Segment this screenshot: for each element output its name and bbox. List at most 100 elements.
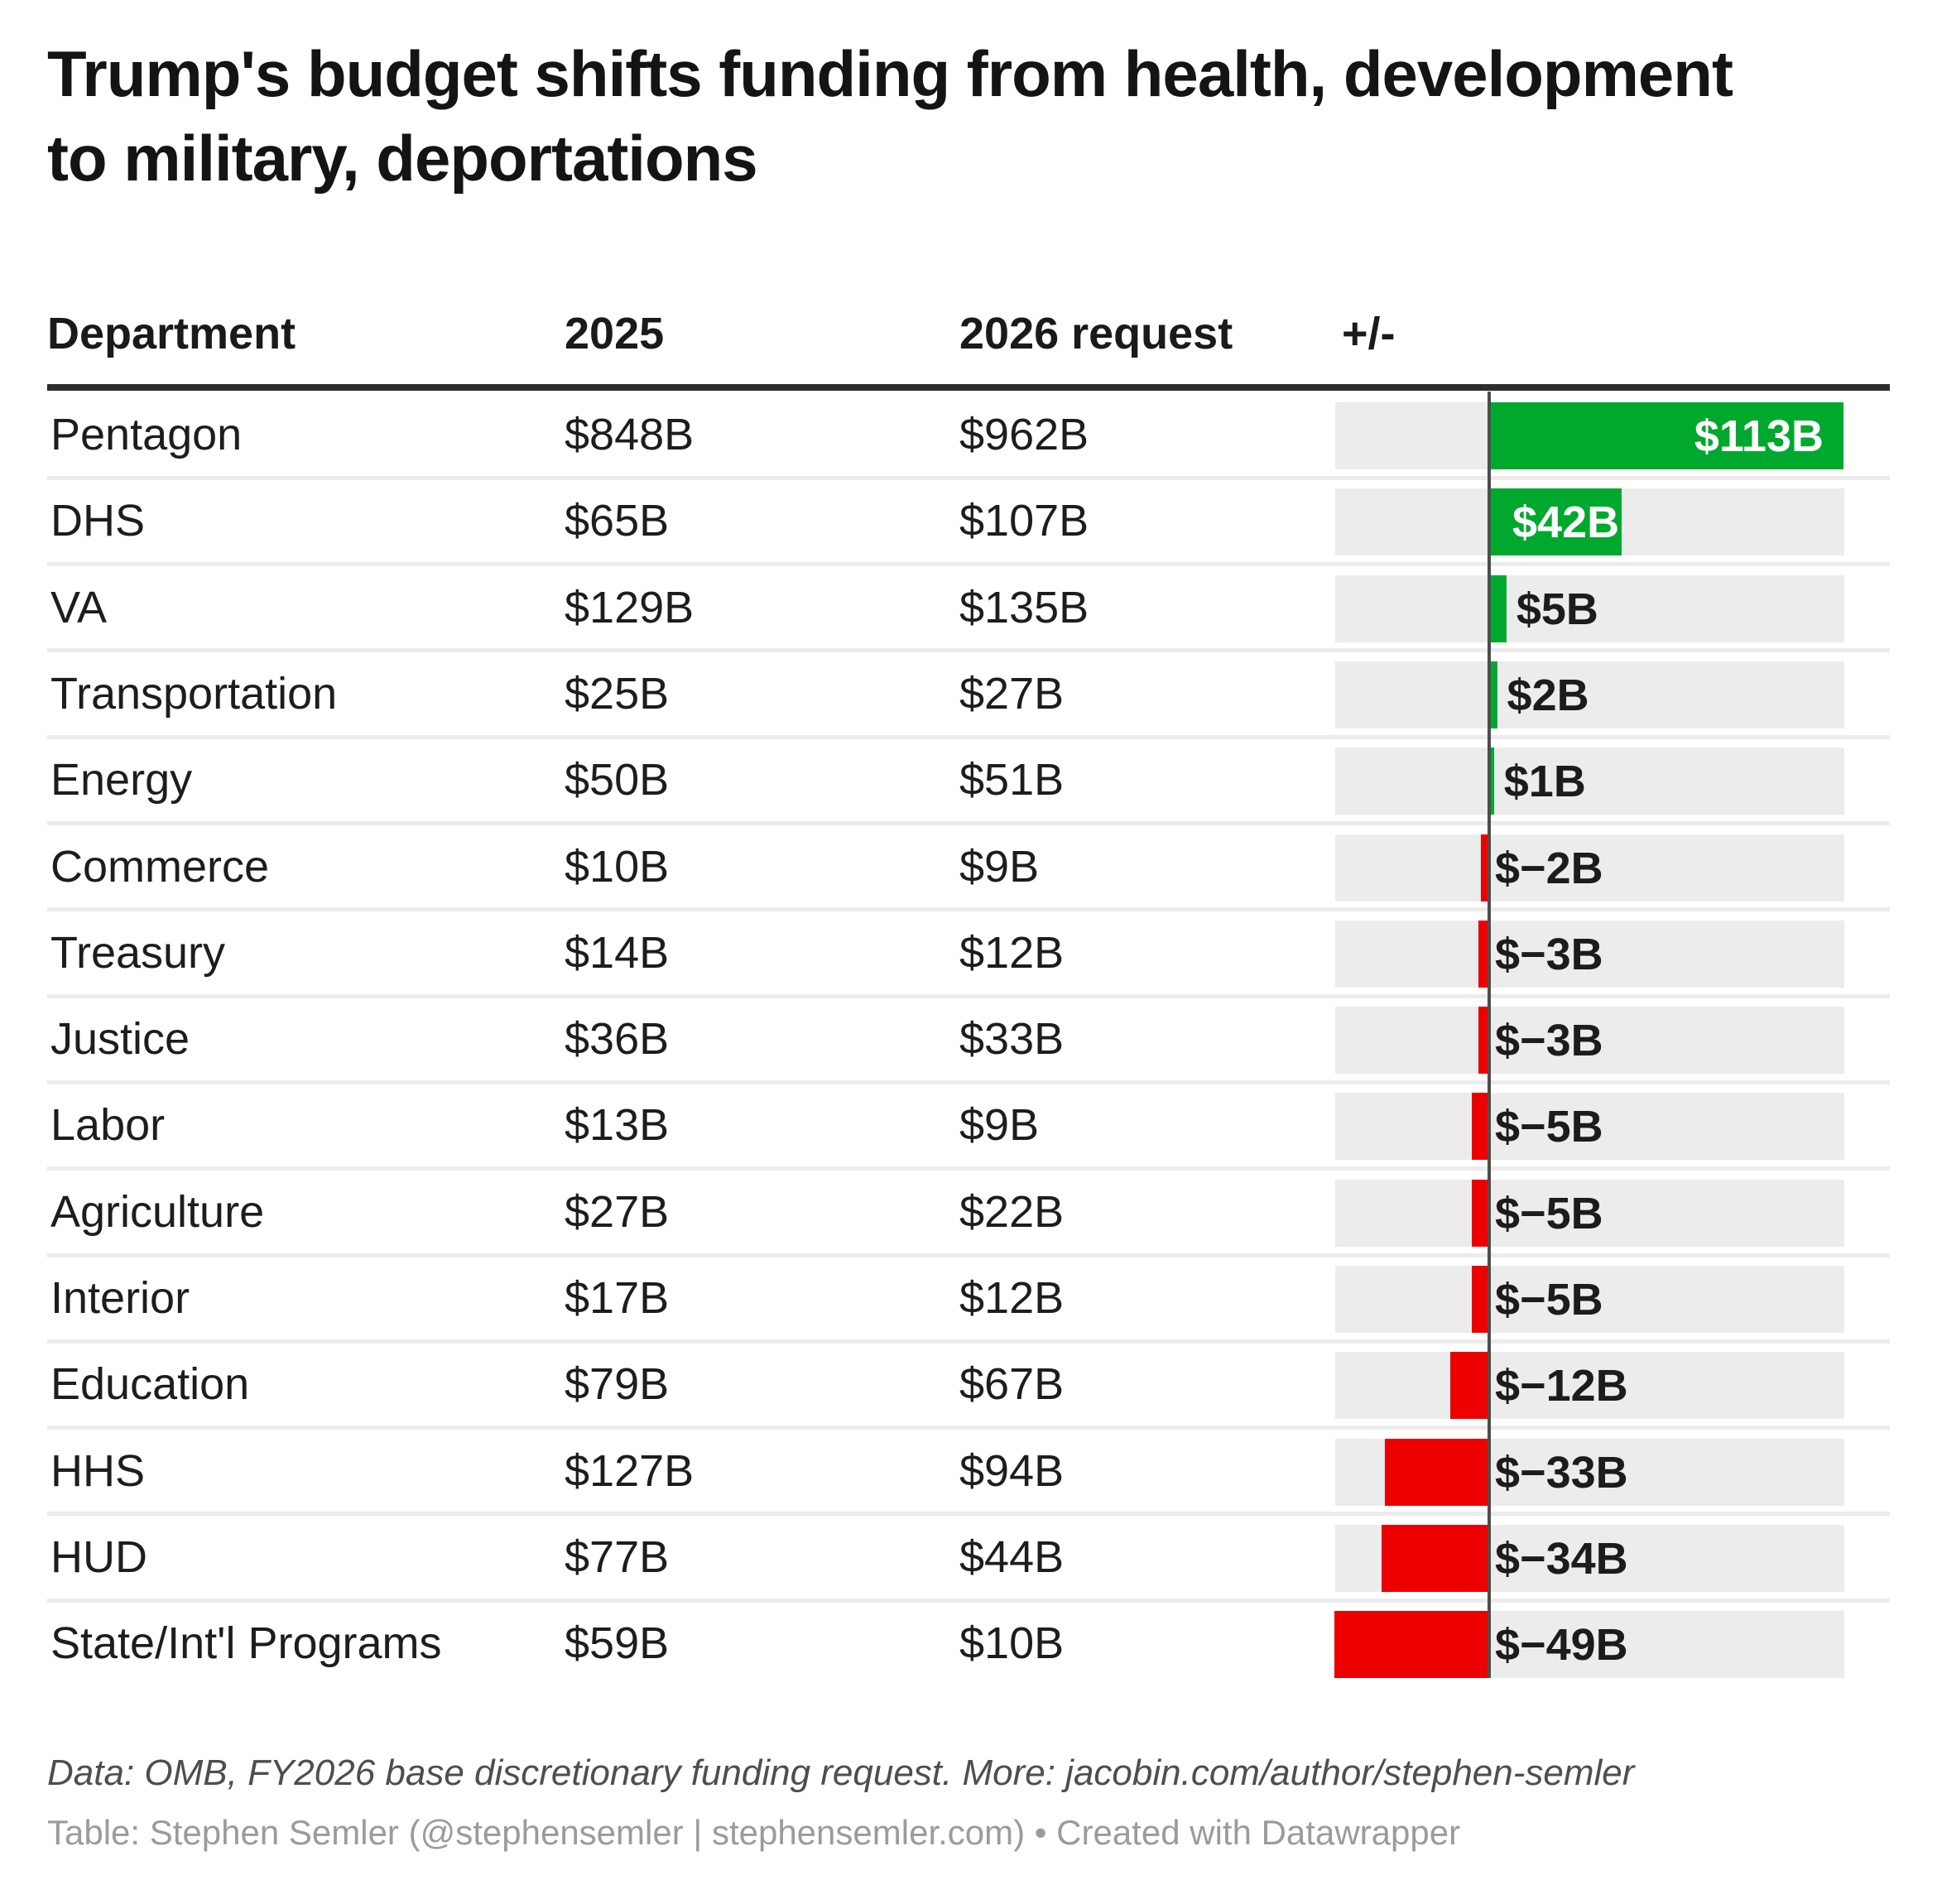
table-row: Labor $13B $9B $−5B <box>47 1082 1890 1168</box>
table-row: State/Int'l Programs $59B $10B $−49B <box>47 1600 1890 1686</box>
row-separator <box>47 475 1890 480</box>
table-row: Justice $36B $33B $−3B <box>47 996 1890 1082</box>
value-2026-cell: $12B <box>959 927 1065 978</box>
value-2025-cell: $10B <box>565 841 670 892</box>
bar-track: $−49B <box>1334 1611 1844 1679</box>
delta-bar <box>1384 1438 1488 1506</box>
table-row: DHS $65B $107B $42B <box>47 478 1890 564</box>
delta-bar <box>1472 1266 1488 1333</box>
delta-bar <box>1334 1611 1488 1679</box>
delta-value-label: $−3B <box>1495 1016 1603 1066</box>
delta-bar <box>1491 575 1507 642</box>
delta-bar <box>1491 661 1497 728</box>
value-2025-cell: $36B <box>565 1014 670 1065</box>
chart-title-line1: Trump's budget shifts funding from healt… <box>47 37 1733 110</box>
bar-track: $−33B <box>1335 1438 1844 1506</box>
table-row: Treasury $14B $12B $−3B <box>47 910 1890 996</box>
department-cell: Justice <box>50 1014 190 1065</box>
value-2026-cell: $67B <box>959 1359 1065 1410</box>
value-2025-cell: $129B <box>565 582 695 632</box>
chart-title: Trump's budget shifts funding from healt… <box>47 31 1901 200</box>
column-header-department: Department <box>47 309 296 358</box>
bar-track: $42B <box>1335 488 1844 556</box>
value-2025-cell: $50B <box>565 755 670 805</box>
delta-value-label: $−5B <box>1495 1275 1603 1325</box>
department-cell: State/Int'l Programs <box>50 1618 442 1669</box>
bar-track: $−5B <box>1335 1266 1844 1333</box>
value-2025-cell: $17B <box>565 1273 670 1323</box>
row-separator <box>47 1598 1890 1603</box>
row-separator <box>47 821 1890 825</box>
value-2025-cell: $848B <box>565 410 695 459</box>
bar-track: $−5B <box>1335 1093 1844 1161</box>
delta-value-label: $−34B <box>1495 1533 1628 1584</box>
row-separator <box>47 734 1890 739</box>
value-2026-cell: $33B <box>959 1014 1065 1065</box>
delta-value-label: $−5B <box>1495 1188 1603 1238</box>
row-separator <box>47 1426 1890 1430</box>
department-cell: Transportation <box>50 668 338 719</box>
value-2026-cell: $9B <box>959 841 1040 892</box>
bar-track: $−34B <box>1335 1524 1844 1592</box>
delta-value-label: $−3B <box>1495 929 1603 979</box>
delta-value-label: $−49B <box>1495 1620 1628 1671</box>
department-cell: Agriculture <box>50 1186 265 1237</box>
row-separator <box>47 1079 1890 1084</box>
byline-credit: Table: Stephen Semler (@stephensemler | … <box>47 1813 1461 1852</box>
delta-value-label: $1B <box>1503 757 1586 807</box>
table-body: Pentagon $848B $962B $113B DHS $65B $107… <box>47 392 1890 1688</box>
value-2025-cell: $77B <box>565 1531 670 1582</box>
table-row: Education $79B $67B $−12B <box>47 1341 1890 1427</box>
row-separator <box>47 1512 1890 1517</box>
row-separator <box>47 907 1890 912</box>
value-2026-cell: $44B <box>959 1531 1065 1582</box>
delta-bar <box>1472 1093 1488 1161</box>
table-row: Energy $50B $51B $1B <box>47 737 1890 823</box>
source-note: Data: OMB, FY2026 base discretionary fun… <box>47 1753 1635 1793</box>
table-row: Interior $17B $12B $−5B <box>47 1255 1890 1341</box>
delta-value-label: $−33B <box>1495 1447 1628 1498</box>
delta-value-label: $−2B <box>1495 843 1603 893</box>
bar-track: $−3B <box>1335 920 1844 988</box>
zero-baseline <box>1488 392 1491 1678</box>
bar-track: $−3B <box>1335 1007 1844 1075</box>
value-2026-cell: $94B <box>959 1445 1065 1496</box>
department-cell: Education <box>50 1359 250 1410</box>
bar-track: $113B <box>1335 402 1844 469</box>
bar-track: $−5B <box>1335 1179 1844 1247</box>
row-separator <box>47 1339 1890 1344</box>
row-separator <box>47 562 1890 567</box>
header-divider-rule <box>47 384 1890 391</box>
row-separator <box>47 993 1890 998</box>
bar-track: $2B <box>1335 661 1844 728</box>
bar-track: $1B <box>1335 748 1844 815</box>
table-row: HHS $127B $94B $−33B <box>47 1428 1890 1514</box>
value-2026-cell: $9B <box>959 1100 1040 1151</box>
department-cell: HHS <box>50 1445 146 1496</box>
delta-bar <box>1481 834 1488 902</box>
value-2025-cell: $13B <box>565 1100 670 1151</box>
delta-bar <box>1478 1007 1488 1075</box>
value-2025-cell: $27B <box>565 1186 670 1237</box>
department-cell: Commerce <box>50 841 270 892</box>
value-2026-cell: $962B <box>959 410 1089 459</box>
delta-bar <box>1381 1524 1488 1592</box>
column-header-2026-request: 2026 request <box>959 309 1233 358</box>
table-row: HUD $77B $44B $−34B <box>47 1514 1890 1600</box>
table-row: Pentagon $848B $962B $113B <box>47 392 1890 478</box>
value-2026-cell: $51B <box>959 755 1065 805</box>
value-2025-cell: $127B <box>565 1445 695 1496</box>
department-cell: VA <box>50 582 108 632</box>
row-separator <box>47 648 1890 653</box>
value-2026-cell: $135B <box>959 582 1089 632</box>
delta-bar <box>1491 402 1843 469</box>
chart-title-line2: to military, deportations <box>47 122 758 195</box>
value-2025-cell: $25B <box>565 668 670 719</box>
value-2026-cell: $27B <box>959 668 1065 719</box>
value-2025-cell: $14B <box>565 927 670 978</box>
department-cell: Treasury <box>50 927 226 978</box>
value-2026-cell: $22B <box>959 1186 1065 1237</box>
value-2026-cell: $10B <box>959 1618 1065 1669</box>
bar-track: $−12B <box>1335 1352 1844 1420</box>
